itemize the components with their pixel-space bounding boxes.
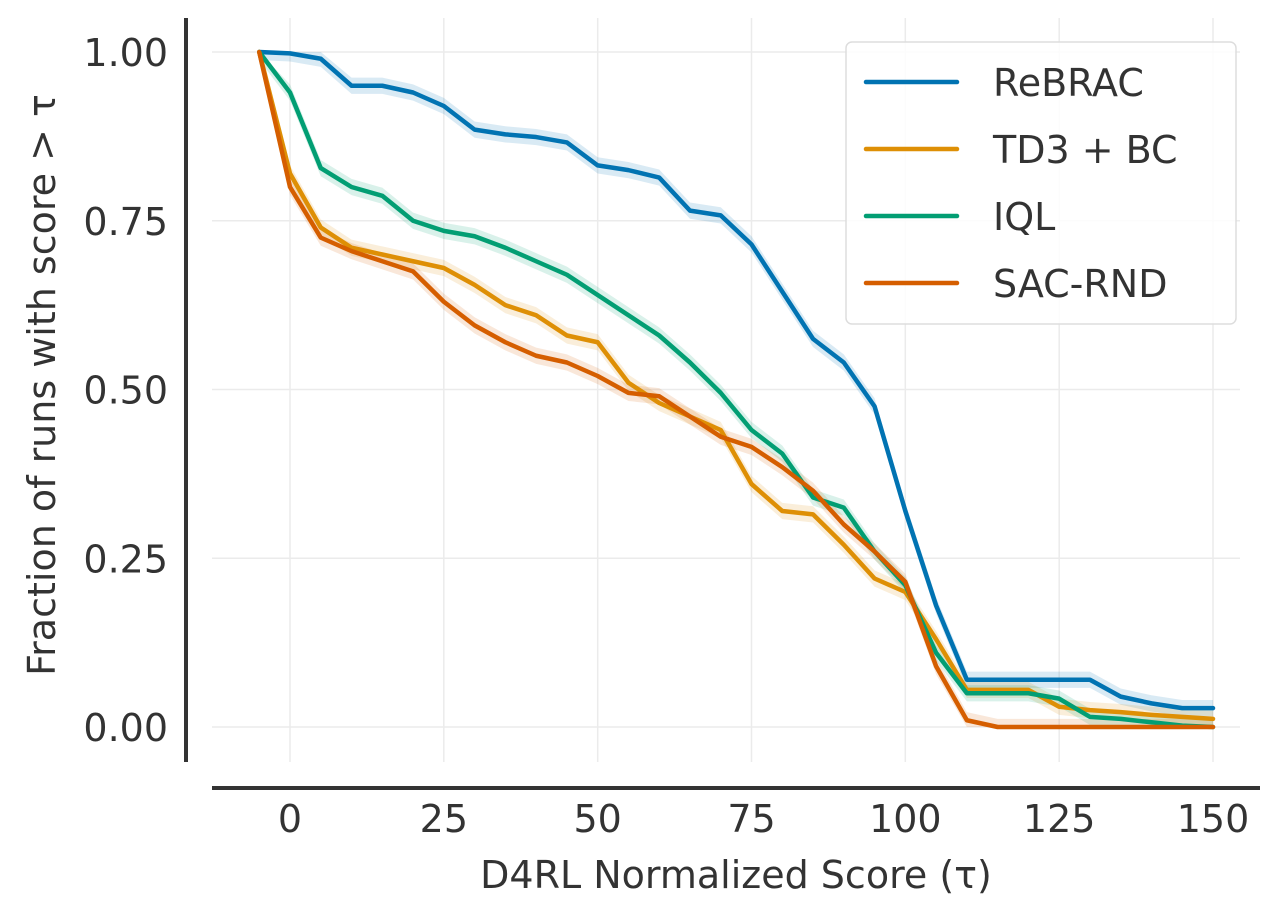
x-tick-label: 50 <box>573 797 621 841</box>
legend-label: IQL <box>993 195 1055 239</box>
x-tick-labels: 0 25 50 75 100 125 150 <box>278 797 1249 841</box>
x-axis-label: D4RL Normalized Score (τ) <box>480 853 992 897</box>
legend-label: ReBRAC <box>993 61 1144 105</box>
y-tick-label: 0.75 <box>83 200 168 244</box>
x-tick-label: 125 <box>1023 797 1096 841</box>
x-tick-label: 100 <box>869 797 942 841</box>
line-sac-rnd <box>256 49 1216 730</box>
x-tick-label: 25 <box>420 797 468 841</box>
line-td3-bc <box>256 49 1216 722</box>
line-iql <box>256 49 1216 730</box>
legend-item-iql: IQL <box>863 195 1055 239</box>
legend-item-rebrac: ReBRAC <box>863 61 1144 105</box>
y-tick-label: 0.00 <box>83 706 168 750</box>
y-tick-label: 0.25 <box>83 537 168 581</box>
line-rebrac <box>256 49 1216 711</box>
series-lines <box>256 49 1216 730</box>
legend-item-td3-bc: TD3 + BC <box>863 128 1178 172</box>
legend-label: TD3 + BC <box>992 128 1178 172</box>
legend: ReBRAC TD3 + BC IQL SAC-RND <box>845 41 1237 325</box>
x-tick-label: 150 <box>1177 797 1250 841</box>
legend-box <box>845 41 1237 325</box>
legend-label: SAC-RND <box>993 262 1168 306</box>
legend-item-sac-rnd: SAC-RND <box>863 262 1168 306</box>
y-tick-label: 1.00 <box>83 31 168 75</box>
y-tick-labels: 0.00 0.25 0.50 0.75 1.00 <box>83 31 168 750</box>
x-tick-label: 0 <box>278 797 302 841</box>
x-tick-label: 75 <box>727 797 775 841</box>
y-tick-label: 0.50 <box>83 369 168 413</box>
y-axis-label: Fraction of runs with score > τ <box>20 94 64 676</box>
